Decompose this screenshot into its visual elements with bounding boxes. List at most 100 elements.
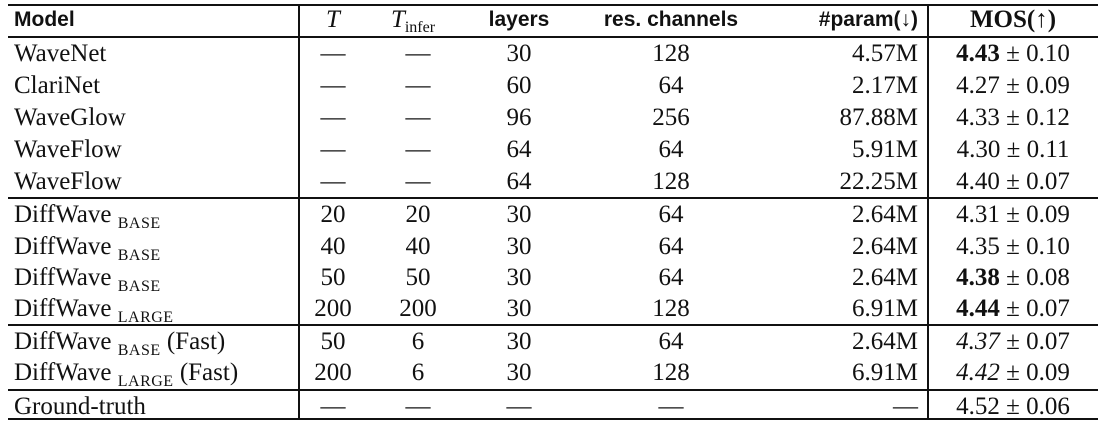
mos-std: ± 0.12 xyxy=(999,104,1070,131)
mos-value: 4.44 xyxy=(956,295,1000,322)
model-name: Ground-truth xyxy=(14,393,146,420)
cell-t: — xyxy=(320,40,346,67)
model-name: DiffWave xyxy=(14,201,118,228)
header-t-infer-sub: infer xyxy=(404,19,436,36)
cell-layers: 30 xyxy=(506,264,532,291)
cell-mos: 4.30 ± 0.11 xyxy=(933,134,1093,166)
header-mos: MOS(↑) xyxy=(969,6,1057,33)
top-rule xyxy=(8,4,1098,6)
cell-model: DiffWave BASE (Fast) xyxy=(14,326,296,359)
cell-t: 40 xyxy=(320,233,346,260)
cell-mos: 4.52 ± 0.06 xyxy=(933,391,1093,423)
cell-layers: 30 xyxy=(506,359,532,386)
cell-t-infer: 6 xyxy=(411,328,425,355)
mos-std: ± 0.08 xyxy=(999,264,1070,291)
cell-model: WaveFlow xyxy=(14,134,296,166)
cell-res-channels: 128 xyxy=(652,295,690,322)
cell-t: — xyxy=(320,136,346,163)
cell-res-channels: 128 xyxy=(652,40,690,67)
mos-std: ± 0.07 xyxy=(999,295,1070,322)
mos-std: ± 0.09 xyxy=(999,201,1070,228)
cell-res-channels: 64 xyxy=(658,233,684,260)
cell-model: DiffWave BASE xyxy=(14,199,296,232)
header-model: Model xyxy=(14,8,75,31)
cell-param: 2.64M xyxy=(852,264,918,291)
mos-value: 4.31 xyxy=(956,201,1000,228)
mos-value: 4.27 xyxy=(956,72,1000,99)
cell-model: DiffWave LARGE (Fast) xyxy=(14,357,296,390)
cell-model: ClariNet xyxy=(14,70,296,102)
cell-t: 200 xyxy=(314,359,352,386)
mos-value: 4.37 xyxy=(956,328,1000,355)
header-t-infer: Tinfer xyxy=(373,4,453,36)
header-res-channels: res. channels xyxy=(603,8,739,31)
cell-model: DiffWave BASE xyxy=(14,231,296,264)
cell-t: — xyxy=(320,168,346,195)
cell-param: 6.91M xyxy=(852,295,918,322)
cell-res-channels: 64 xyxy=(658,328,684,355)
cell-res-channels: 128 xyxy=(652,359,690,386)
cell-param: 2.17M xyxy=(852,72,918,99)
model-name: WaveNet xyxy=(14,40,107,67)
cell-t-infer: 200 xyxy=(399,295,437,322)
model-name: DiffWave xyxy=(14,264,118,291)
cell-layers: 64 xyxy=(506,136,532,163)
cell-t-infer: — xyxy=(405,40,431,67)
mos-value: 4.43 xyxy=(956,40,1000,67)
cell-res-channels: — xyxy=(658,393,684,420)
model-name: DiffWave xyxy=(14,359,118,386)
group-rule-3 xyxy=(8,389,1098,391)
mos-value: 4.38 xyxy=(956,264,1000,291)
mos-std: ± 0.09 xyxy=(999,72,1070,99)
cell-t: 50 xyxy=(320,328,346,355)
model-suffix: (Fast) xyxy=(160,328,226,355)
cell-layers: 30 xyxy=(506,328,532,355)
cell-param: 2.64M xyxy=(852,201,918,228)
mos-std: ± 0.10 xyxy=(999,233,1070,260)
cell-layers: 64 xyxy=(506,168,532,195)
model-size-subscript: BASE xyxy=(117,215,161,232)
cell-t-infer: 40 xyxy=(405,233,431,260)
group-rule-2 xyxy=(8,324,1098,326)
model-size-subscript: LARGE xyxy=(117,309,174,326)
cell-mos: 4.44 ± 0.07 xyxy=(933,293,1093,325)
results-table: Model T Tinfer layers res. channels #par… xyxy=(8,4,1098,420)
cell-mos: 4.35 ± 0.10 xyxy=(933,231,1093,263)
mos-std: ± 0.07 xyxy=(999,328,1070,355)
model-size-subscript: BASE xyxy=(117,278,161,295)
header-t: T xyxy=(326,6,340,33)
model-size-subscript: BASE xyxy=(117,342,161,359)
cell-param: 4.57M xyxy=(852,40,918,67)
cell-mos: 4.40 ± 0.07 xyxy=(933,166,1093,198)
header-layers: layers xyxy=(488,8,550,31)
model-name: WaveFlow xyxy=(14,168,122,195)
model-name: WaveGlow xyxy=(14,104,126,131)
cell-param: 22.25M xyxy=(839,168,918,195)
cell-mos: 4.42 ± 0.09 xyxy=(933,357,1093,389)
cell-layers: 30 xyxy=(506,201,532,228)
cell-param: 2.64M xyxy=(852,328,918,355)
cell-res-channels: 64 xyxy=(658,264,684,291)
cell-model: Ground-truth xyxy=(14,391,296,423)
cell-param: 2.64M xyxy=(852,233,918,260)
cell-t: 20 xyxy=(320,201,346,228)
model-name: DiffWave xyxy=(14,328,118,355)
cell-param: 5.91M xyxy=(852,136,918,163)
cell-layers: 96 xyxy=(506,104,532,131)
cell-t-infer: 6 xyxy=(411,359,425,386)
mos-value: 4.42 xyxy=(956,359,1000,386)
model-size-subscript: LARGE xyxy=(117,373,174,390)
model-column-rule xyxy=(298,4,300,420)
cell-t-infer: — xyxy=(405,136,431,163)
cell-param: 87.88M xyxy=(839,104,918,131)
cell-model: DiffWave LARGE xyxy=(14,293,296,326)
cell-model: DiffWave BASE xyxy=(14,262,296,295)
cell-layers: 30 xyxy=(506,295,532,322)
model-name: ClariNet xyxy=(14,72,101,99)
group-rule-1 xyxy=(8,197,1098,199)
cell-t: — xyxy=(320,72,346,99)
mos-column-rule xyxy=(927,4,929,420)
header-rule xyxy=(8,36,1098,38)
mos-value: 4.33 xyxy=(956,104,1000,131)
mos-std: ± 0.07 xyxy=(999,168,1070,195)
